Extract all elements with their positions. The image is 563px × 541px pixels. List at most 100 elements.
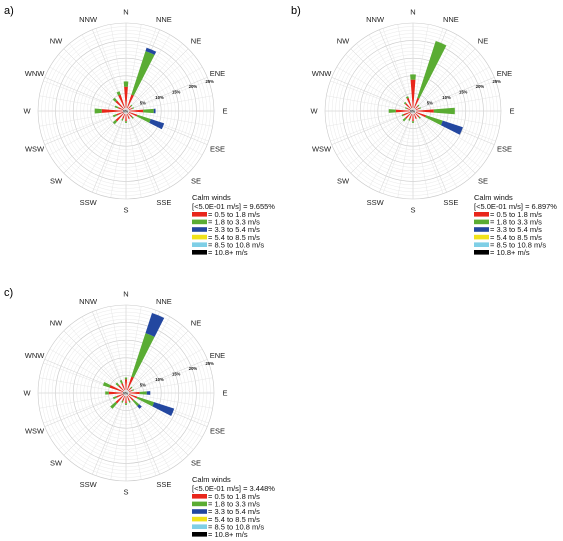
- legend-entry-label: = 0.5 to 1.8 m/s: [208, 210, 260, 219]
- grid-spoke: [81, 316, 127, 394]
- grid-spoke: [125, 348, 203, 394]
- grid-spoke: [326, 110, 414, 127]
- grid-spoke: [412, 110, 481, 168]
- petal-sse-0.5-1.8: [413, 113, 417, 120]
- petal-nne-0.5-1.8: [126, 94, 134, 109]
- direction-spoke: [379, 110, 414, 193]
- legend-swatch-3.3-5.4: [192, 227, 207, 232]
- grid-spoke: [49, 66, 127, 112]
- ring-label: 10%: [442, 95, 451, 100]
- grid-spoke: [412, 110, 429, 198]
- petal-ssw-1.8-3.3: [121, 118, 124, 121]
- petal-sse-0.5-1.8: [126, 395, 130, 402]
- direction-label-w: W: [23, 107, 31, 116]
- direction-label-se: SE: [191, 459, 201, 468]
- petal-n-1.8-3.3: [124, 377, 128, 380]
- petal-nne-3.3-5.4: [145, 47, 157, 55]
- legend-entry-label: = 10.8+ m/s: [208, 530, 248, 539]
- petal-ne-0.5-1.8: [415, 105, 419, 109]
- grid-spoke: [412, 110, 470, 179]
- petal-nnw-1.8-3.3: [116, 91, 121, 96]
- grid-spoke: [58, 336, 127, 394]
- legend-swatch-8.5-10.8: [192, 524, 207, 529]
- legend-swatch-0.5-1.8: [474, 212, 489, 217]
- direction-spoke: [125, 359, 208, 394]
- grid-spoke: [412, 110, 500, 127]
- wind-rose-panel: a) N NNE NE ENE E ESE SE SSE S SSW SW WSW W WNW NW NNW 5%…: [4, 5, 275, 257]
- center-label: 0%: [123, 391, 129, 395]
- petal-se-1.8-3.3: [131, 116, 134, 119]
- grid-spoke: [43, 80, 127, 112]
- petal-ssw-0.5-1.8: [122, 395, 126, 402]
- legend-swatch-3.3-5.4: [474, 227, 489, 232]
- grid-spoke: [125, 306, 142, 394]
- direction-label-sse: SSE: [443, 198, 458, 207]
- grid-spoke: [125, 325, 183, 394]
- legend-entry-label: = 5.4 to 8.5 m/s: [490, 233, 542, 242]
- grid-spoke: [125, 392, 171, 470]
- petal-nne-1.8-3.3: [131, 51, 155, 96]
- legend-swatch-0.5-1.8: [192, 494, 207, 499]
- petal-ssw-0.5-1.8: [409, 113, 413, 120]
- grid-spoke: [125, 110, 142, 198]
- petal-e-1.8-3.3: [139, 391, 147, 395]
- petal-ese-0.5-1.8: [415, 111, 427, 118]
- legend: Calm winds[<5.0E-01 m/s] = 3.448%= 0.5 t…: [192, 475, 275, 539]
- petal-ssw-0.5-1.8: [122, 113, 126, 120]
- direction-label-wnw: WNW: [25, 69, 45, 78]
- legend-entry-label: = 1.8 to 3.3 m/s: [208, 218, 260, 227]
- grid-spoke: [43, 392, 127, 424]
- legend-swatch-5.4-8.5: [192, 234, 207, 240]
- petal-wsw-1.8-3.3: [401, 114, 404, 117]
- direction-label-nne: NNE: [156, 15, 172, 24]
- grid-spoke: [95, 110, 127, 194]
- grid-spoke: [330, 110, 414, 142]
- petal-ese-1.8-3.3: [425, 115, 443, 126]
- panel-label: c): [4, 287, 13, 299]
- petal-se-0.5-1.8: [128, 113, 133, 118]
- ring-label: 5%: [427, 101, 433, 106]
- petal-nnw-1.8-3.3: [119, 379, 123, 384]
- direction-spoke: [125, 392, 160, 475]
- petal-nw-0.5-1.8: [115, 100, 124, 109]
- direction-label-ese: ESE: [497, 145, 512, 154]
- petal-w-1.8-3.3: [388, 109, 396, 113]
- direction-label-ne: NE: [478, 37, 488, 46]
- grid-spoke: [81, 34, 127, 112]
- grid-spoke: [382, 110, 414, 194]
- petal-se-1.8-3.3: [418, 116, 421, 119]
- grid-spoke: [356, 110, 414, 179]
- petal-sw-0.5-1.8: [115, 113, 124, 122]
- legend-title: Calm winds: [474, 193, 513, 202]
- petal-sw-1.8-3.3: [112, 119, 118, 125]
- petal-w-0.5-1.8: [108, 391, 123, 395]
- direction-label-e: E: [222, 389, 227, 398]
- legend-entry-label: = 3.3 to 5.4 m/s: [208, 507, 260, 516]
- direction-label-n: N: [123, 8, 128, 17]
- grid-spoke: [412, 54, 481, 112]
- grid-spoke: [412, 66, 490, 112]
- direction-label-ene: ENE: [497, 69, 512, 78]
- petal-ssw-1.8-3.3: [121, 400, 124, 403]
- legend-entry-label: = 5.4 to 8.5 m/s: [208, 233, 260, 242]
- legend: Calm winds[<5.0E-01 m/s] = 9.655%= 0.5 t…: [192, 193, 275, 257]
- direction-spoke: [125, 48, 189, 112]
- grid-spoke: [397, 24, 414, 112]
- petal-wsw-0.5-1.8: [403, 111, 411, 116]
- grid-spoke: [326, 95, 414, 112]
- ring-label: 25%: [205, 361, 214, 366]
- direction-label-e: E: [222, 107, 227, 116]
- petal-nne-1.8-3.3: [417, 41, 447, 99]
- grid-spoke: [336, 110, 414, 156]
- legend-title: Calm winds: [192, 475, 231, 484]
- direction-spoke: [92, 110, 127, 193]
- direction-label-sse: SSE: [156, 480, 171, 489]
- wind-rose-panel: c) N NNE NE ENE E ESE SE SSE S SSW SW WSW W WNW NW NNW 5%…: [4, 287, 275, 539]
- legend-swatch-8.5-10.8: [192, 242, 207, 247]
- direction-label-se: SE: [191, 177, 201, 186]
- grid-spoke: [125, 34, 171, 112]
- legend-entry-label: = 5.4 to 8.5 m/s: [208, 515, 260, 524]
- petal-se-0.5-1.8: [415, 113, 420, 118]
- grid-spoke: [345, 110, 414, 168]
- direction-label-wsw: WSW: [25, 145, 45, 154]
